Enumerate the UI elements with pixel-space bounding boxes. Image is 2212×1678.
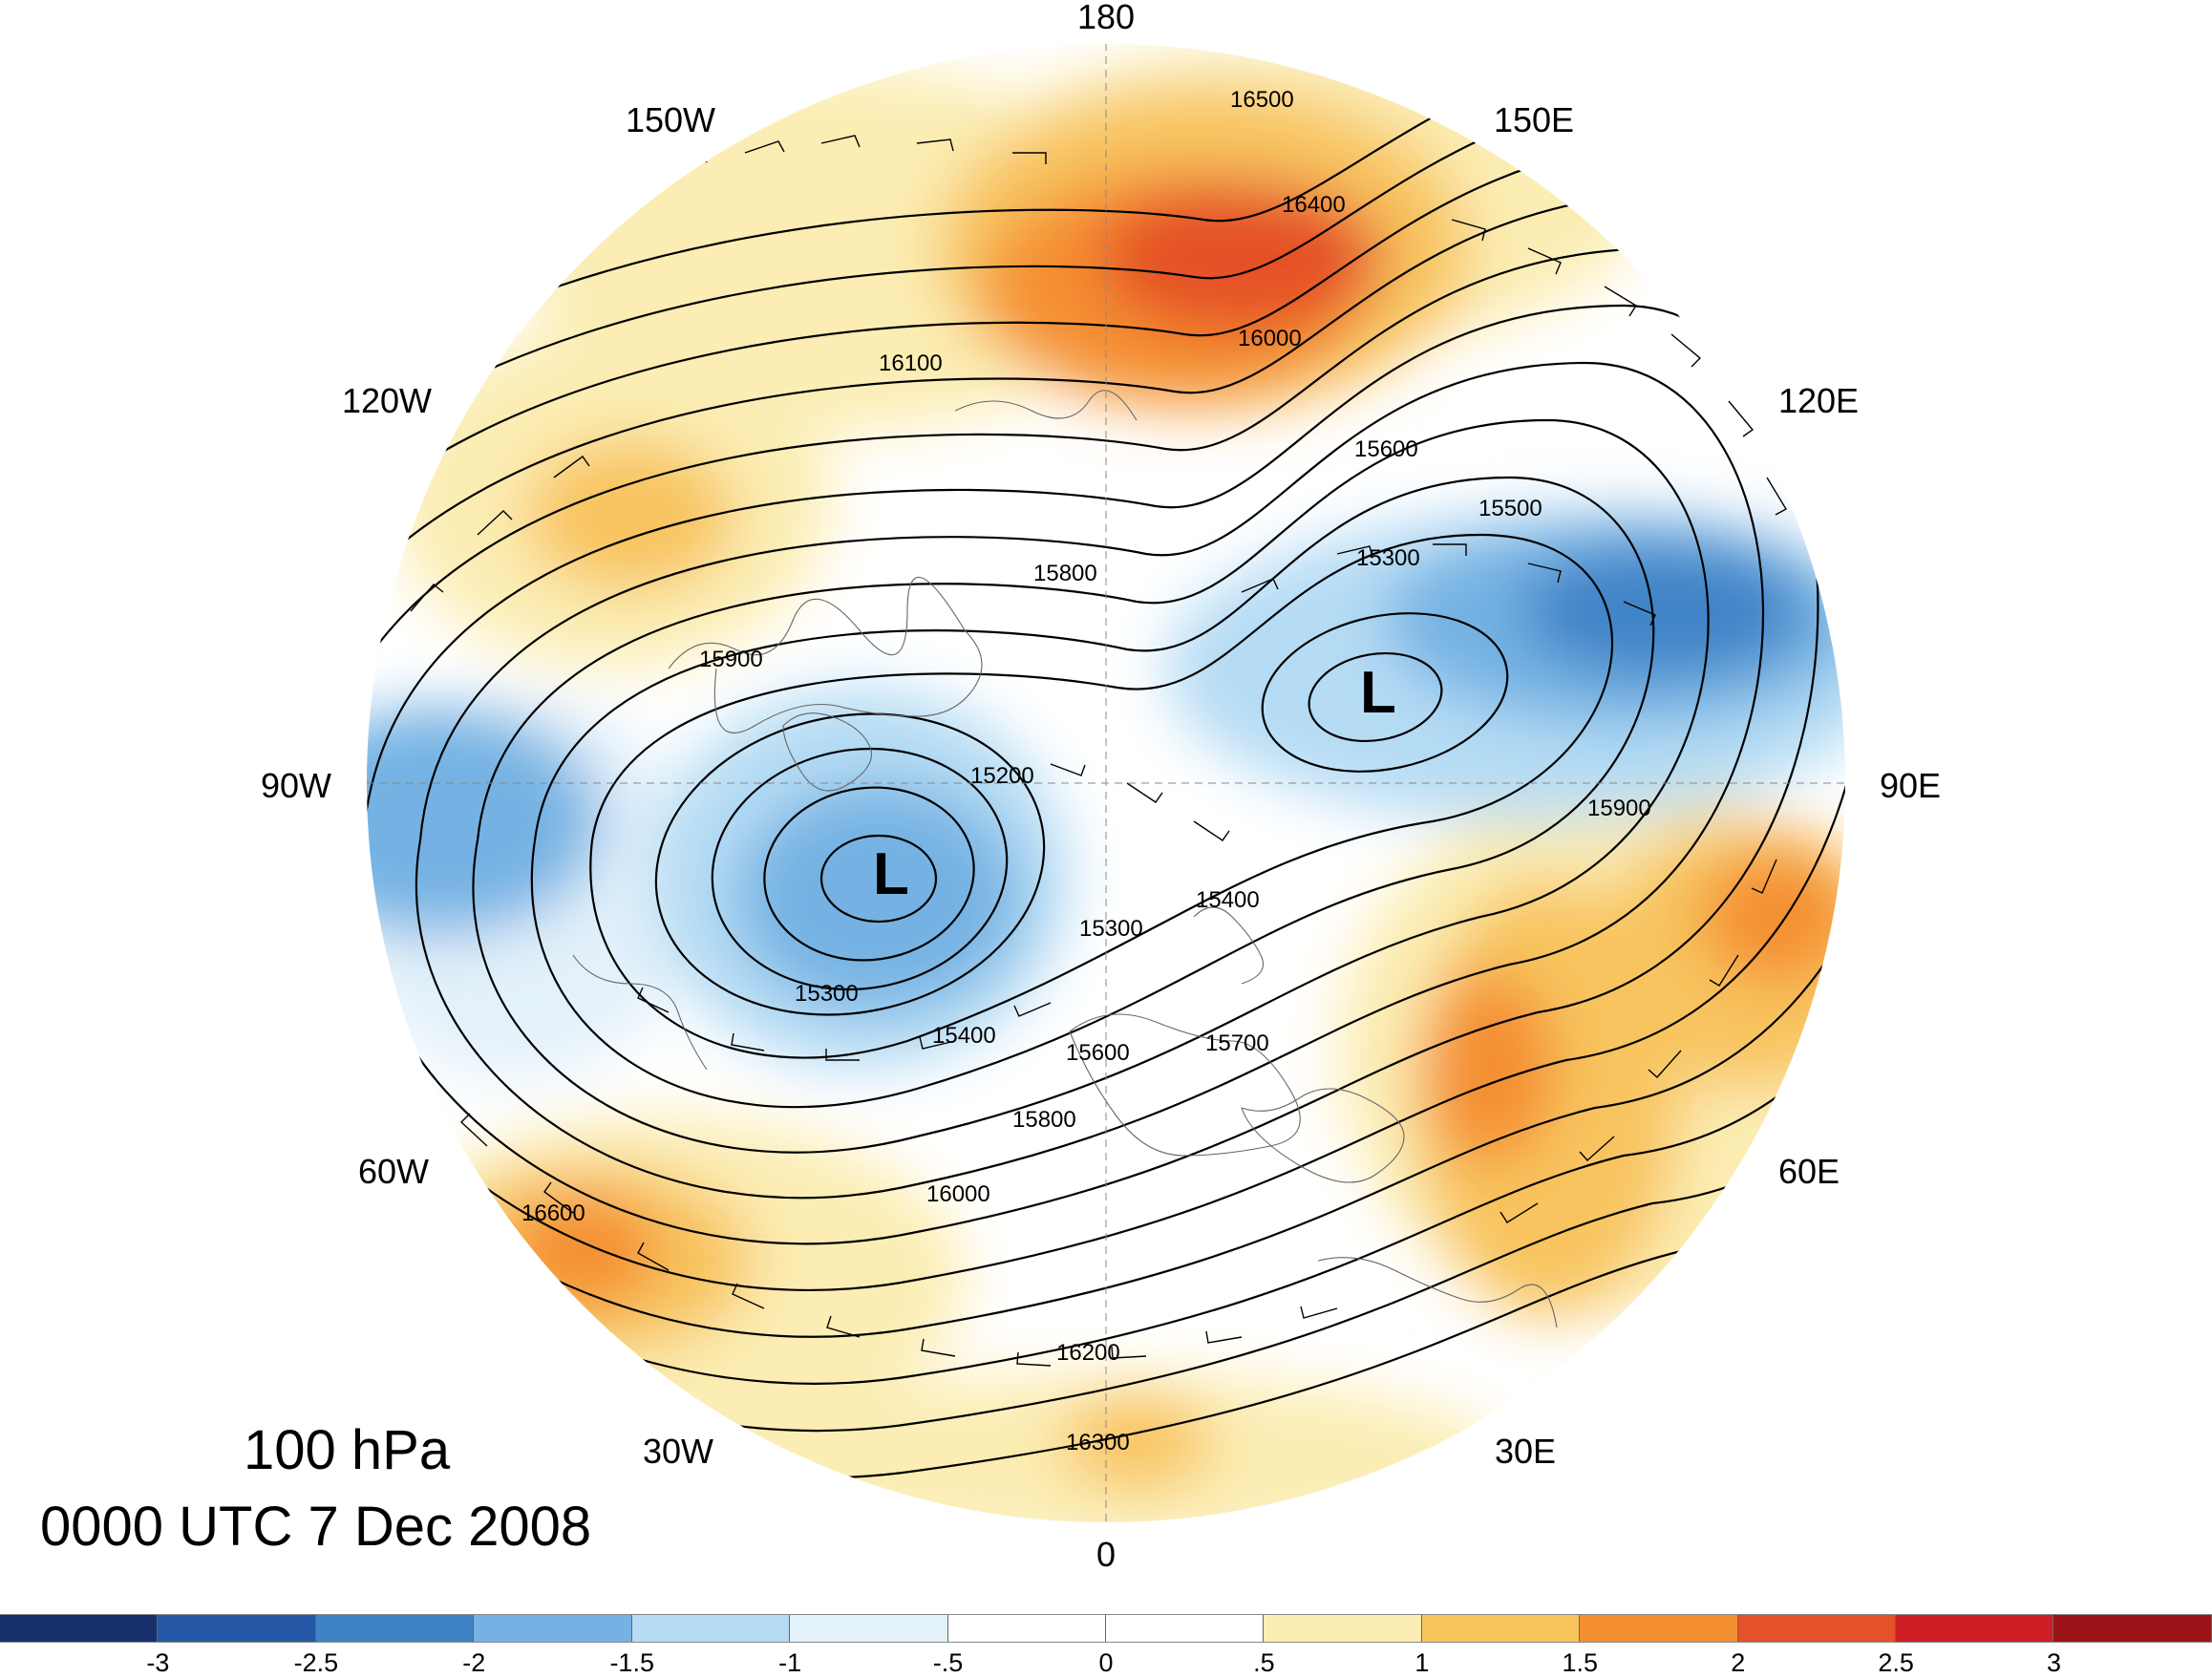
contour-label-layer: 15200 15300 15300 15300 15400 15400 1550… (521, 87, 1651, 1455)
colorbar-tick-label: 3 (2047, 1648, 2062, 1677)
contour-label: 16400 (1282, 192, 1346, 218)
contour-label: 15400 (932, 1023, 996, 1049)
colorbar-segment (1580, 1615, 1738, 1642)
colorbar-segment (947, 1615, 1106, 1642)
colorbar-tick-label: 2 (1731, 1648, 1746, 1677)
contour-label: 16100 (879, 350, 943, 376)
colorbar-tick-label: -1 (778, 1648, 802, 1677)
contour-label: 15300 (1356, 545, 1420, 571)
coastlines (572, 390, 1558, 1328)
colorbar-segment (631, 1615, 791, 1642)
colorbar-tick-label: -2.5 (293, 1648, 339, 1677)
longitude-label-90w: 90W (260, 766, 332, 805)
low-pressure-marker: L (1360, 660, 1396, 726)
contour-label: 16000 (1238, 326, 1302, 351)
longitude-label-60w: 60W (357, 1152, 430, 1191)
colorbar (0, 1614, 2212, 1643)
wind-barbs (366, 135, 1787, 1367)
longitude-label-0: 0 (1095, 1535, 1117, 1574)
colorbar-tick-label: -2 (462, 1648, 486, 1677)
contour-label: 15700 (1205, 1030, 1269, 1056)
colorbar-segment (1896, 1615, 2054, 1642)
contour-label: 15500 (1478, 496, 1542, 521)
colorbar-tick-label: 2.5 (1878, 1648, 1914, 1677)
polar-stereographic-map: 15200 15300 15300 15300 15400 15400 1550… (365, 42, 1847, 1524)
low-pressure-marker: L (873, 841, 909, 907)
longitude-label-120e: 120E (1777, 381, 1860, 420)
map-boundary (365, 42, 1847, 1524)
colorbar-tick-label: 1.5 (1562, 1648, 1599, 1677)
colorbar-segment (315, 1615, 475, 1642)
colorbar-segment (1737, 1615, 1897, 1642)
contour-label: 15300 (795, 981, 859, 1007)
longitude-label-30w: 30W (642, 1432, 714, 1471)
contour-label: 15900 (699, 647, 763, 672)
meridian-guides (366, 43, 1846, 1523)
contour-label: 16000 (926, 1181, 990, 1207)
contour-label: 15200 (970, 763, 1034, 789)
colorbar-tick-label: -3 (146, 1648, 170, 1677)
longitude-label-150e: 150E (1493, 100, 1575, 139)
colorbar-segment (1105, 1615, 1265, 1642)
colorbar-segment (1264, 1615, 1422, 1642)
contour-label: 15800 (1012, 1107, 1076, 1133)
contour-label: 15400 (1196, 887, 1260, 913)
colorbar-segment (474, 1615, 632, 1642)
contour-label: 15900 (1587, 796, 1651, 821)
longitude-label-120w: 120W (341, 381, 433, 420)
colorbar-tick-label: .5 (1253, 1648, 1275, 1677)
colorbar-tick-label: 0 (1098, 1648, 1114, 1677)
contour-label: 16500 (1230, 87, 1294, 113)
colorbar-tick-label: -1.5 (609, 1648, 654, 1677)
contour-label: 15300 (1079, 916, 1143, 942)
valid-time-title: 0000 UTC 7 Dec 2008 (40, 1496, 592, 1558)
colorbar-segment (1421, 1615, 1581, 1642)
colorbar-segment (2053, 1615, 2212, 1642)
contour-label: 15600 (1354, 436, 1418, 462)
pressure-level-title: 100 hPa (244, 1419, 451, 1481)
contour-label: 16600 (521, 1200, 585, 1226)
colorbar-segment (790, 1615, 948, 1642)
longitude-label-150w: 150W (625, 100, 716, 139)
longitude-label-180: 180 (1076, 0, 1136, 36)
longitude-label-30e: 30E (1494, 1432, 1557, 1471)
contour-label: 15600 (1066, 1040, 1130, 1066)
colorbar-segment (0, 1615, 159, 1642)
longitude-label-90e: 90E (1879, 766, 1942, 805)
colorbar-tick-label: -.5 (932, 1648, 964, 1677)
contour-label: 15800 (1033, 561, 1097, 586)
contour-label: 16300 (1066, 1430, 1130, 1455)
colorbar-segment (158, 1615, 316, 1642)
colorbar-tick-label: 1 (1414, 1648, 1430, 1677)
contour-label: 16200 (1056, 1340, 1120, 1366)
longitude-label-60e: 60E (1777, 1152, 1840, 1191)
